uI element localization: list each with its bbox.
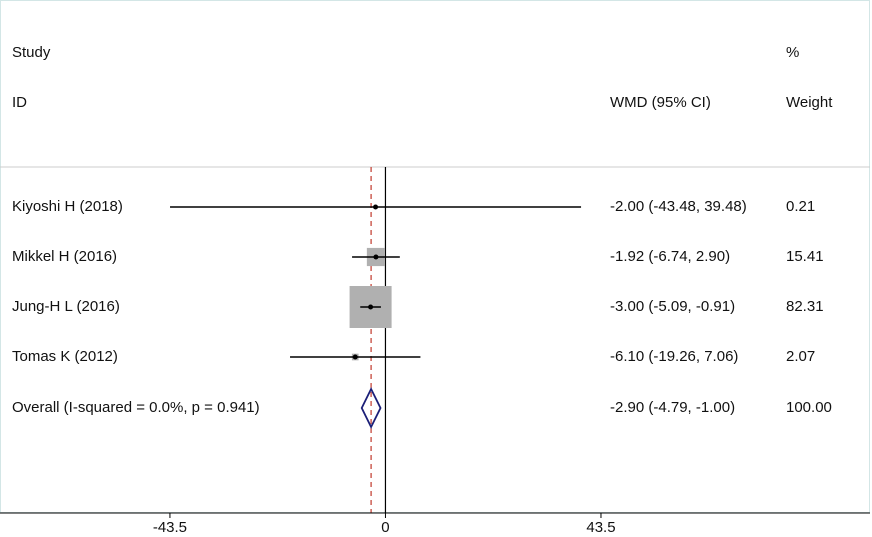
header-effect: WMD (95% CI) [610,94,711,111]
effect-label: -1.92 (-6.74, 2.90) [610,248,730,265]
point-estimate [368,304,374,310]
effect-label: -3.00 (-5.09, -0.91) [610,298,735,315]
weight-label: 15.41 [786,248,824,265]
weight-label: 2.07 [786,348,815,365]
study-label: Jung-H L (2016) [12,298,120,315]
study-label: Tomas K (2012) [12,348,118,365]
x-tick-label: 0 [381,519,389,536]
effect-label: -2.00 (-43.48, 39.48) [610,198,747,215]
overall-diamond [360,386,382,430]
x-tick-label: -43.5 [153,519,187,536]
weight-label: 0.21 [786,198,815,215]
point-estimate [373,254,379,260]
overall-effect-label: -2.90 (-4.79, -1.00) [610,399,735,416]
point-estimate [373,204,379,210]
study-label: Kiyoshi H (2018) [12,198,123,215]
plot-border [0,0,870,513]
point-estimate [352,354,358,360]
overall-label: Overall (I-squared = 0.0%, p = 0.941) [12,399,260,416]
overall-weight-label: 100.00 [786,399,832,416]
header-id: ID [12,94,27,111]
weight-label: 82.31 [786,298,824,315]
x-tick-label: 43.5 [586,519,615,536]
study-label: Mikkel H (2016) [12,248,117,265]
header-study: Study [12,44,51,61]
effect-label: -6.10 (-19.26, 7.06) [610,348,738,365]
header-pct: % [786,44,799,61]
header-weight: Weight [786,94,833,111]
